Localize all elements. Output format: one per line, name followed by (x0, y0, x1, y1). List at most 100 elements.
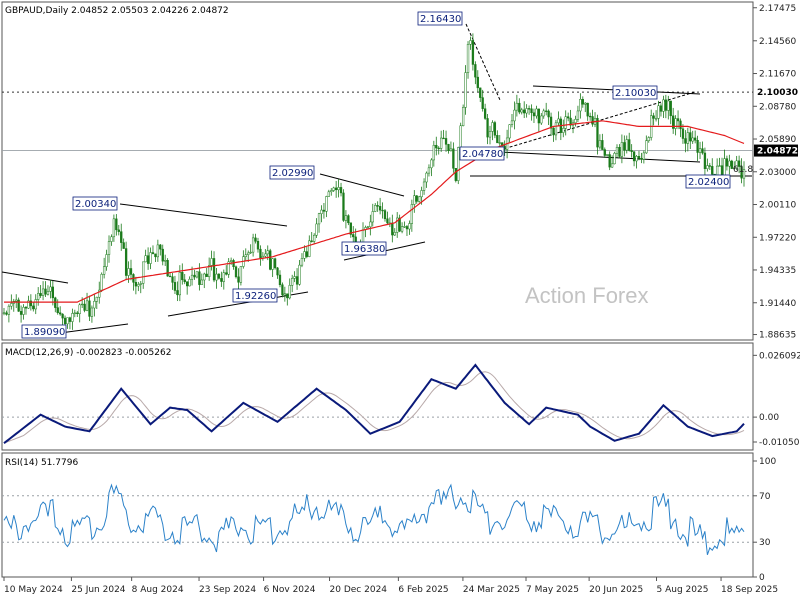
candle-body (256, 240, 260, 250)
candle-body (10, 303, 13, 307)
candle-body (725, 158, 729, 167)
moving-average-line (4, 120, 745, 303)
fib-dash-1 (465, 23, 501, 101)
candle-body (669, 100, 672, 117)
price-tick-label: 2.05890 (759, 135, 796, 145)
candle-body (168, 275, 172, 278)
candle-body (615, 147, 619, 154)
candle-body (706, 165, 709, 169)
candle-body (545, 110, 548, 112)
candle-body (415, 195, 418, 202)
rsi-line (3, 483, 745, 555)
macd-tick-label: -0.010509 (759, 438, 800, 448)
price-label: 2.04780 (462, 149, 503, 160)
candle-body (518, 102, 521, 113)
candle-body (515, 102, 519, 111)
candle-body (122, 242, 125, 249)
candle-body (703, 152, 707, 169)
candle-body (200, 279, 203, 285)
candle-body (330, 190, 333, 193)
candle-body (134, 282, 138, 287)
candle-body (552, 127, 555, 136)
candle-body (471, 40, 475, 65)
date-tick-label: 6 Feb 2025 (398, 585, 448, 595)
candle-body (366, 226, 370, 228)
price-label-box (612, 85, 658, 100)
candle-body (88, 300, 91, 317)
candle-body (102, 266, 106, 275)
candle-body (418, 196, 421, 202)
candle-body (237, 276, 240, 283)
candle-body (393, 232, 396, 236)
candle-body (420, 190, 423, 198)
candle-body (313, 234, 316, 242)
price-label: 1.92260 (235, 291, 276, 302)
candle-body (672, 115, 675, 129)
candle-body (730, 160, 733, 169)
candle-body (735, 160, 738, 169)
candle-body (215, 273, 218, 281)
candle-body (308, 240, 311, 257)
candle-body (300, 258, 304, 266)
date-tick-label: 8 Aug 2024 (132, 585, 184, 595)
candle-body (49, 286, 52, 292)
rsi-tick-label: 30 (759, 538, 771, 548)
candle-body (124, 248, 128, 276)
candle-body (635, 156, 638, 162)
candle-body (483, 108, 487, 119)
date-tick-label: 18 Sep 2025 (721, 585, 778, 595)
rsi-tick-label: 0 (759, 573, 765, 583)
candle-body (657, 105, 660, 119)
candle-body (100, 273, 103, 291)
watermark: Action Forex (525, 283, 649, 308)
candle-body (266, 250, 269, 255)
candle-body (146, 255, 150, 264)
candle-body (73, 312, 76, 314)
candle-body (56, 307, 59, 313)
candle-body (273, 258, 277, 269)
price-label-box (72, 196, 118, 211)
candle-body (5, 312, 8, 315)
candle-body (422, 181, 426, 191)
candle-body (115, 218, 118, 231)
rsi-axis: 100 70 30 0 (2, 457, 776, 583)
candle-body (32, 305, 35, 310)
candle-body (342, 192, 345, 221)
candle-body (203, 273, 206, 281)
candle-body (681, 128, 685, 139)
candle-body (144, 255, 147, 263)
price-label-box (341, 241, 387, 256)
candle-body (535, 108, 538, 117)
price-label-box (685, 174, 731, 189)
candle-body (264, 253, 267, 257)
candle-body (105, 254, 108, 267)
axis-price-box (754, 86, 798, 99)
candle-body (78, 304, 81, 314)
candle-body (251, 237, 255, 253)
candle-body (378, 206, 382, 211)
candle-body (581, 99, 584, 105)
trendline-5 (319, 173, 405, 197)
candle-body (247, 252, 250, 256)
candle-body (188, 278, 191, 287)
candle-body (601, 140, 604, 150)
candle-body (305, 251, 308, 257)
candle-body (76, 312, 79, 314)
candle-body (662, 99, 665, 112)
candle-body (85, 300, 89, 311)
date-tick-label: 10 May 2024 (4, 585, 63, 595)
candle-body (542, 110, 545, 117)
candle-body (606, 154, 609, 156)
rsi-tick-label: 70 (759, 492, 771, 502)
candle-body (691, 137, 694, 142)
trendline-8 (499, 151, 701, 163)
candle-body (740, 166, 743, 179)
price-label: 2.00340 (75, 199, 116, 210)
candle-body (603, 149, 606, 156)
candle-body (93, 301, 96, 309)
candle-body (537, 108, 541, 124)
candle-body (696, 140, 699, 153)
candle-body (120, 231, 123, 243)
price-tick-label: 1.97220 (759, 233, 796, 243)
